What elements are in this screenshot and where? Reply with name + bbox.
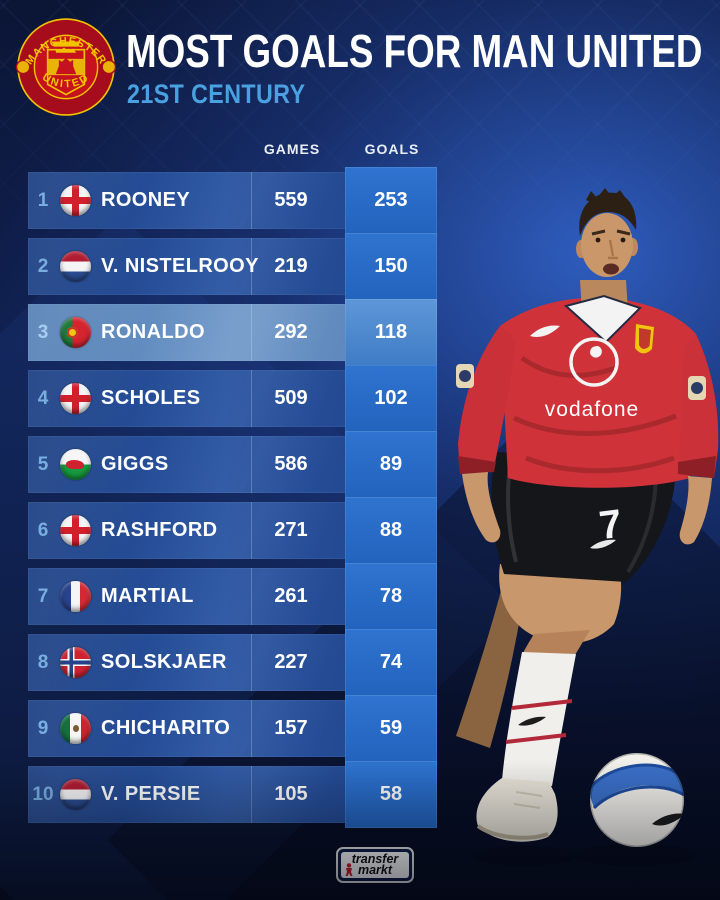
rank-label: 1: [37, 189, 49, 211]
wales-flag-icon: [60, 449, 91, 480]
sock-swoosh-icon: [518, 716, 546, 726]
norway-flag-icon: [60, 647, 91, 678]
table-row: 3 RONALDO 292 118: [28, 299, 437, 366]
rank-label: 4: [37, 387, 49, 409]
goals-value: 89: [379, 453, 403, 475]
goals-value: 78: [379, 585, 403, 607]
page-subtitle: 21ST CENTURY: [127, 79, 306, 109]
table-row: 4 SCHOLES 509 102: [28, 365, 437, 432]
goals-cell: 58: [345, 761, 437, 828]
shorts-swoosh-icon: [590, 539, 616, 549]
sock-stripe: [511, 699, 573, 710]
games-value: 559: [274, 189, 308, 211]
table-row: 6 RASHFORD 271 88: [28, 497, 437, 564]
rank-label: 8: [37, 651, 49, 673]
games-value: 105: [274, 783, 308, 805]
player-name: CHICHARITO: [101, 717, 231, 739]
table-row: 8 SOLSKJAER 227 74: [28, 629, 437, 696]
shirt-swoosh-icon: [530, 325, 560, 337]
collar: [563, 294, 642, 344]
england-flag-icon: [60, 383, 91, 414]
netherlands-flag-icon: [60, 779, 91, 810]
goals-cell: 102: [345, 365, 437, 432]
games-value: 509: [274, 387, 308, 409]
man-united-crest: MANCHESTER UNITED: [15, 18, 117, 116]
sock-stripe: [505, 733, 567, 744]
goals-value: 74: [379, 651, 403, 673]
games-value: 586: [274, 453, 308, 475]
table-row: 1 ROONEY 559 253: [28, 167, 437, 234]
sponsor-wordmark: vodafone: [545, 398, 639, 421]
rank-label: 10: [32, 783, 54, 805]
hair: [579, 192, 637, 236]
goals-value: 253: [374, 189, 408, 211]
player-name: GIGGS: [101, 453, 169, 475]
rank-label: 9: [37, 717, 49, 739]
ship-icon: [55, 47, 77, 53]
games-value: 292: [274, 321, 308, 343]
goals-cell: 78: [345, 563, 437, 630]
player-shadow: [473, 846, 577, 866]
goals-cell: 253: [345, 167, 437, 234]
goals-cell: 89: [345, 431, 437, 498]
player-name: SCHOLES: [101, 387, 201, 409]
rank-label: 7: [37, 585, 49, 607]
goals-cell: 59: [345, 695, 437, 762]
goals-value: 150: [374, 255, 408, 277]
player-name: RONALDO: [101, 321, 205, 343]
games-value: 271: [274, 519, 308, 541]
table-row: 7 MARTIAL 261 78: [28, 563, 437, 630]
table-row: 5 GIGGS 586 89: [28, 431, 437, 498]
games-value: 219: [274, 255, 308, 277]
rank-label: 3: [37, 321, 49, 343]
goals-value: 59: [379, 717, 403, 739]
leaderboard-table: 1 ROONEY 559 253 2 V. NISTELROOY 219 150…: [28, 167, 437, 828]
england-flag-icon: [60, 515, 91, 546]
netherlands-flag-icon: [60, 251, 91, 282]
goals-value: 102: [374, 387, 408, 409]
transfermarkt-logo: transfer markt: [336, 847, 414, 883]
goals-cell: 88: [345, 497, 437, 564]
player-name: ROONEY: [101, 189, 191, 211]
games-value: 157: [274, 717, 308, 739]
table-row: 10 V. PERSIE 105 58: [28, 761, 437, 828]
france-flag-icon: [60, 581, 91, 612]
mexico-flag-icon: [60, 713, 91, 744]
sponsor-logo-icon: [569, 337, 619, 387]
player-name: SOLSKJAER: [101, 651, 227, 673]
goals-cell: 118: [345, 299, 437, 366]
goals-value: 118: [374, 321, 408, 343]
rank-label: 2: [37, 255, 49, 277]
table-row: 9 CHICHARITO 157 59: [28, 695, 437, 762]
table-row: 2 V. NISTELROOY 219 150: [28, 233, 437, 300]
column-header-goals: GOALS: [364, 141, 420, 157]
england-flag-icon: [60, 185, 91, 216]
rank-label: 5: [37, 453, 49, 475]
transfermarkt-figure-icon: [345, 863, 353, 876]
column-header-games: GAMES: [263, 141, 321, 157]
goals-value: 58: [379, 783, 403, 805]
portugal-flag-icon: [60, 317, 91, 348]
player-name: MARTIAL: [101, 585, 194, 607]
page-title: MOST GOALS FOR MAN UNITED: [126, 25, 703, 77]
games-value: 227: [274, 651, 308, 673]
player-photo-ronaldo: 7: [456, 188, 719, 866]
goals-value: 88: [379, 519, 403, 541]
games-value: 261: [274, 585, 308, 607]
rank-label: 6: [37, 519, 49, 541]
goals-cell: 74: [345, 629, 437, 696]
player-name: V. PERSIE: [101, 783, 201, 805]
red-devil-icon: [55, 57, 77, 75]
goals-cell: 150: [345, 233, 437, 300]
ball-shadow: [573, 844, 697, 866]
svg-text:UNITED: UNITED: [40, 71, 92, 90]
player-name: V. NISTELROOY: [101, 255, 259, 277]
player-name: RASHFORD: [101, 519, 218, 541]
